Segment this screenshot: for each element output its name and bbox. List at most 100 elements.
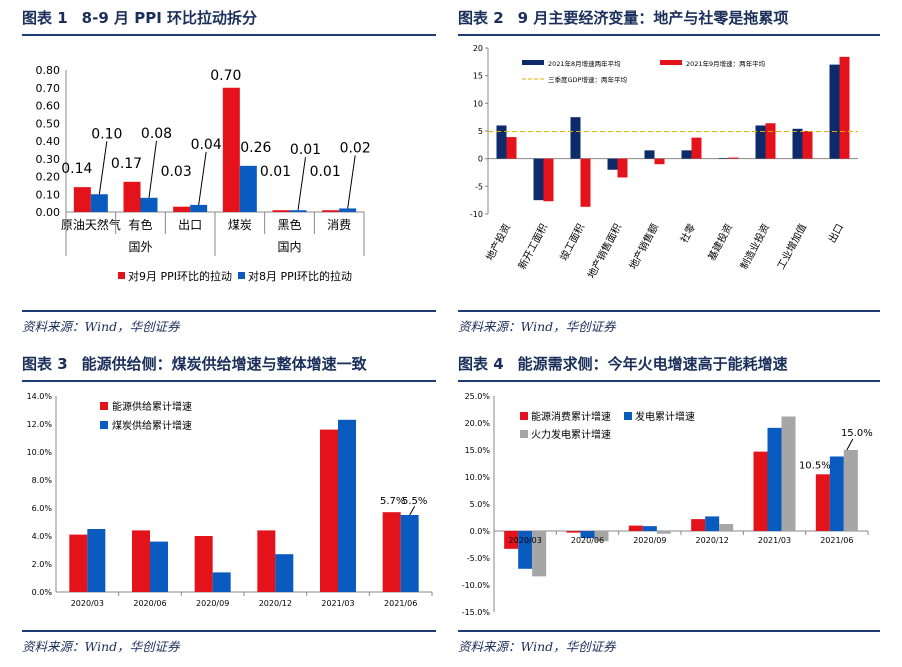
- title-rule: [458, 380, 880, 382]
- x-tick-label: 竣工面积: [557, 221, 587, 262]
- bar: [532, 531, 547, 577]
- bar: [767, 427, 782, 531]
- y-tick-label: 20: [473, 44, 483, 53]
- y-tick-label: 8.0%: [32, 476, 53, 485]
- y-tick-label: 15: [473, 72, 483, 81]
- x-tick-label: 地产销售面积: [585, 221, 625, 280]
- data-label: 0.17: [111, 156, 142, 172]
- bar: [543, 158, 554, 202]
- figure-title: 8-9 月 PPI 环比拉动拆分: [81, 9, 258, 27]
- data-label: 0.03: [161, 164, 192, 180]
- bar: [338, 419, 356, 592]
- data-label: 0.26: [240, 140, 271, 156]
- y-tick-label: 5: [478, 127, 483, 136]
- bar: [580, 531, 595, 539]
- data-label: 5.5%: [402, 496, 427, 507]
- y-tick-label: -10: [470, 210, 483, 219]
- y-tick-label: 0.30: [36, 153, 61, 166]
- source-rule: [22, 310, 436, 312]
- legend-swatch: [624, 412, 632, 420]
- x-tick-label: 煤炭: [228, 218, 252, 232]
- bar: [755, 125, 766, 159]
- legend-swatch: [520, 412, 528, 420]
- leader-line: [846, 438, 854, 451]
- legend-swatch: [660, 60, 682, 65]
- x-tick-label: 2020/09: [196, 599, 229, 608]
- x-tick-label: 地产销售额: [626, 221, 661, 271]
- y-tick-label: 14.0%: [27, 392, 53, 401]
- x-tick-label: 有色: [128, 218, 152, 232]
- legend-label: 火力发电累计增速: [531, 428, 611, 441]
- x-tick-label: 2020/09: [633, 536, 666, 545]
- x-tick-label: 出口: [825, 221, 846, 245]
- y-tick-label: 0.80: [36, 64, 61, 77]
- bar: [792, 128, 803, 159]
- panel-1: 图表 1 8-9 月 PPI 环比拉动拆分 0.00 0.10 0.20 0.30 0.4…: [22, 6, 436, 336]
- x-tick-label: 2021/03: [758, 536, 791, 545]
- data-label: 0.02: [340, 140, 371, 156]
- data-label: 0.10: [91, 126, 122, 142]
- panel-2: 图表 2 9 月主要经济变量：地产与社零是拖累项 -10 -5 0 5 10 15 20 地产投…: [458, 6, 880, 336]
- figure-title: 能源供给侧：煤炭供给增速与整体增速一致: [81, 355, 367, 373]
- bar: [212, 572, 231, 592]
- x-tick-label: 2020/06: [133, 599, 166, 608]
- bar: [570, 117, 581, 159]
- bar: [400, 515, 419, 592]
- y-tick-label: 2.0%: [32, 560, 53, 569]
- legend-label: 对8月 PPI环比的拉动: [248, 269, 352, 283]
- data-label: 0.01: [290, 142, 321, 158]
- figure-number: 图表 3: [22, 355, 68, 373]
- leader-line: [198, 151, 207, 205]
- group-label: 国内: [277, 240, 301, 254]
- bar: [607, 158, 618, 170]
- x-tick-label: 消费: [327, 218, 351, 232]
- x-tick-label: 2020/12: [696, 536, 729, 545]
- bar: [802, 131, 813, 159]
- data-label: 5.7%: [380, 496, 405, 507]
- x-tick-label: 地产投资: [483, 221, 513, 262]
- bar: [753, 451, 768, 531]
- x-tick-label: 基建投资: [705, 221, 735, 262]
- legend-label: 能源消费累计增速: [531, 410, 611, 423]
- bar: [815, 474, 830, 531]
- panel-title: 图表 2 9 月主要经济变量：地产与社零是拖累项: [458, 6, 880, 32]
- x-tick-label: 2020/03: [509, 536, 542, 545]
- bar: [504, 531, 519, 549]
- data-label: 10.5%: [799, 460, 831, 471]
- bar: [829, 456, 844, 531]
- bar: [617, 158, 628, 178]
- bar: [628, 525, 643, 531]
- panel-title: 图表 4 能源需求侧：今年火电增速高于能耗增速: [458, 352, 880, 378]
- legend-swatch: [520, 430, 528, 438]
- source-note: 资料来源：Wind，华创证券: [458, 639, 616, 654]
- y-tick-label: 25.0%: [465, 392, 491, 401]
- source-rule: [22, 630, 436, 632]
- legend-swatch: [238, 272, 245, 279]
- y-tick-label: -5: [475, 182, 483, 191]
- data-label: 0.08: [141, 126, 172, 142]
- data-label: 0.14: [61, 161, 92, 177]
- y-tick-label: 0.10: [36, 188, 61, 201]
- y-tick-label: 5.0%: [470, 500, 491, 509]
- y-tick-label: 10.0%: [465, 473, 491, 482]
- bar: [140, 197, 158, 212]
- chart-1: 0.00 0.10 0.20 0.30 0.40 0.50 0.60 0.70 0.80 原油天然…: [36, 64, 371, 283]
- leader-line: [297, 157, 306, 211]
- y-tick-label: 0.0%: [32, 588, 53, 597]
- bar: [73, 187, 91, 212]
- chart-3: 0.0% 2.0% 4.0% 6.0% 8.0% 10.0% 12.0% 14.0% 2020/…: [27, 392, 433, 608]
- y-tick-label: 12.0%: [27, 420, 53, 429]
- data-label: 0.01: [260, 164, 291, 180]
- x-tick-label: 2020/06: [571, 536, 604, 545]
- bar: [781, 416, 796, 531]
- source-note: 资料来源：Wind，华创证券: [458, 319, 616, 334]
- bar: [90, 194, 108, 212]
- bar: [496, 125, 507, 159]
- bar: [691, 137, 702, 159]
- bar: [239, 165, 257, 212]
- title-rule: [22, 34, 436, 36]
- legend-label: 发电累计增速: [635, 410, 695, 423]
- bar: [190, 204, 208, 212]
- data-label: 0.04: [191, 137, 222, 153]
- figure-title: 9 月主要经济变量：地产与社零是拖累项: [517, 9, 789, 27]
